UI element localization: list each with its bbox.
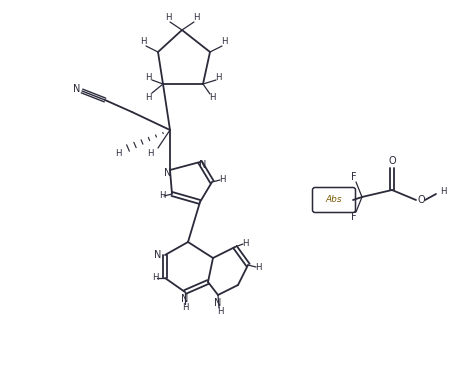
Text: H: H — [217, 307, 223, 315]
Text: H: H — [209, 92, 215, 102]
Text: N: N — [181, 294, 188, 304]
Text: H: H — [147, 149, 153, 159]
Text: H: H — [145, 74, 151, 82]
Text: N: N — [164, 168, 172, 178]
Text: H: H — [140, 38, 146, 46]
Text: H: H — [182, 304, 188, 312]
Text: H: H — [440, 187, 446, 195]
Text: O: O — [417, 195, 425, 205]
Text: H: H — [152, 273, 158, 283]
Text: H: H — [255, 262, 261, 272]
FancyBboxPatch shape — [313, 188, 355, 212]
Text: F: F — [351, 212, 357, 222]
Text: O: O — [388, 156, 396, 166]
Text: F: F — [351, 172, 357, 182]
Text: H: H — [115, 149, 121, 158]
Text: H: H — [219, 174, 225, 184]
Text: N: N — [154, 250, 162, 260]
Text: H: H — [193, 13, 199, 21]
Text: Abs: Abs — [326, 195, 342, 205]
Text: N: N — [199, 160, 207, 170]
Text: H: H — [159, 191, 165, 201]
Text: H: H — [221, 38, 227, 46]
Text: H: H — [242, 238, 248, 248]
Text: N: N — [73, 84, 81, 94]
Text: H: H — [165, 13, 171, 21]
Text: H: H — [145, 92, 151, 102]
Text: N: N — [214, 298, 222, 308]
Text: H: H — [215, 74, 221, 82]
